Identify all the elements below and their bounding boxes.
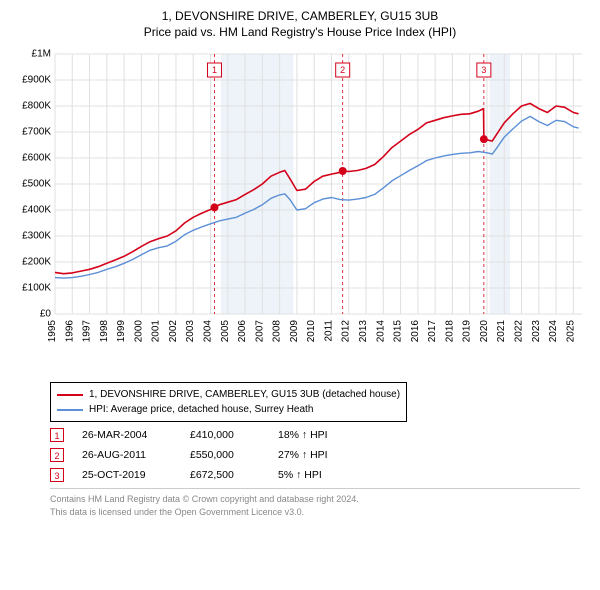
transaction-marker: 2 — [50, 448, 64, 462]
transaction-price: £550,000 — [190, 449, 260, 461]
svg-text:2014: 2014 — [375, 320, 386, 343]
svg-text:2002: 2002 — [168, 320, 179, 343]
transaction-price: £410,000 — [190, 429, 260, 441]
svg-text:2001: 2001 — [151, 320, 162, 343]
svg-text:2016: 2016 — [410, 320, 421, 343]
transaction-marker: 1 — [50, 428, 64, 442]
svg-text:2009: 2009 — [289, 320, 300, 343]
svg-text:1: 1 — [212, 65, 217, 75]
svg-text:£0: £0 — [40, 309, 52, 320]
legend-swatch — [57, 394, 83, 396]
legend-row: HPI: Average price, detached house, Surr… — [57, 402, 400, 417]
svg-text:£200K: £200K — [22, 257, 51, 268]
title-line-2: Price paid vs. HM Land Registry's House … — [10, 24, 590, 40]
svg-text:2008: 2008 — [272, 320, 283, 343]
legend-row: 1, DEVONSHIRE DRIVE, CAMBERLEY, GU15 3UB… — [57, 387, 400, 402]
transaction-price: £672,500 — [190, 469, 260, 481]
title-line-1: 1, DEVONSHIRE DRIVE, CAMBERLEY, GU15 3UB — [10, 8, 590, 24]
svg-text:2013: 2013 — [358, 320, 369, 343]
chart-container: 1, DEVONSHIRE DRIVE, CAMBERLEY, GU15 3UB… — [0, 0, 600, 524]
transaction-table: 1 26-MAR-2004 £410,000 18% ↑ HPI 2 26-AUG-201… — [50, 428, 590, 482]
transaction-date: 26-MAR-2004 — [82, 429, 172, 441]
transaction-row: 2 26-AUG-2011 £550,000 27% ↑ HPI — [50, 448, 590, 462]
svg-text:2015: 2015 — [393, 320, 404, 343]
svg-text:2011: 2011 — [323, 320, 334, 342]
transaction-hpi: 5% ↑ HPI — [278, 469, 368, 481]
transaction-date: 25-OCT-2019 — [82, 469, 172, 481]
svg-text:2023: 2023 — [531, 320, 542, 343]
svg-text:£700K: £700K — [22, 127, 51, 138]
transaction-marker: 3 — [50, 468, 64, 482]
svg-text:2021: 2021 — [496, 320, 507, 343]
footer-line-2: This data is licensed under the Open Gov… — [50, 506, 580, 518]
transaction-date: 26-AUG-2011 — [82, 449, 172, 461]
svg-text:2017: 2017 — [427, 320, 438, 343]
svg-text:2000: 2000 — [133, 320, 144, 343]
svg-text:1997: 1997 — [82, 320, 93, 343]
svg-text:1996: 1996 — [64, 320, 75, 343]
svg-text:2003: 2003 — [185, 320, 196, 343]
svg-text:2: 2 — [340, 65, 345, 75]
svg-text:£900K: £900K — [22, 75, 51, 86]
svg-text:£600K: £600K — [22, 153, 51, 164]
legend-label: 1, DEVONSHIRE DRIVE, CAMBERLEY, GU15 3UB… — [89, 387, 400, 402]
svg-text:£800K: £800K — [22, 101, 51, 112]
legend: 1, DEVONSHIRE DRIVE, CAMBERLEY, GU15 3UB… — [50, 382, 407, 422]
footer-attribution: Contains HM Land Registry data © Crown c… — [50, 488, 580, 517]
footer-line-1: Contains HM Land Registry data © Crown c… — [50, 493, 580, 505]
svg-text:2025: 2025 — [565, 320, 576, 343]
svg-text:£100K: £100K — [22, 283, 51, 294]
svg-text:1999: 1999 — [116, 320, 127, 343]
svg-text:3: 3 — [481, 65, 486, 75]
svg-text:£300K: £300K — [22, 231, 51, 242]
svg-text:2024: 2024 — [548, 320, 559, 343]
svg-text:£400K: £400K — [22, 205, 51, 216]
transaction-row: 3 25-OCT-2019 £672,500 5% ↑ HPI — [50, 468, 590, 482]
svg-text:2022: 2022 — [514, 320, 525, 343]
svg-text:1995: 1995 — [47, 320, 58, 343]
svg-text:£1M: £1M — [32, 49, 51, 60]
legend-swatch — [57, 409, 83, 411]
transaction-hpi: 27% ↑ HPI — [278, 449, 368, 461]
svg-text:2012: 2012 — [341, 320, 352, 343]
svg-text:2010: 2010 — [306, 320, 317, 343]
svg-text:2007: 2007 — [254, 320, 265, 343]
chart-area: £0 £100K £200K £300K £400K £500K £600K £700K £80… — [10, 44, 590, 374]
transaction-hpi: 18% ↑ HPI — [278, 429, 368, 441]
legend-label: HPI: Average price, detached house, Surr… — [89, 402, 313, 417]
svg-text:1998: 1998 — [99, 320, 110, 343]
svg-text:2004: 2004 — [203, 320, 214, 343]
line-chart-svg: £0 £100K £200K £300K £400K £500K £600K £700K £80… — [10, 44, 590, 374]
svg-text:2018: 2018 — [444, 320, 455, 343]
svg-text:2020: 2020 — [479, 320, 490, 343]
svg-text:2019: 2019 — [462, 320, 473, 343]
svg-text:2005: 2005 — [220, 320, 231, 343]
svg-text:£500K: £500K — [22, 179, 51, 190]
chart-title: 1, DEVONSHIRE DRIVE, CAMBERLEY, GU15 3UB… — [10, 8, 590, 40]
svg-text:2006: 2006 — [237, 320, 248, 343]
transaction-row: 1 26-MAR-2004 £410,000 18% ↑ HPI — [50, 428, 590, 442]
